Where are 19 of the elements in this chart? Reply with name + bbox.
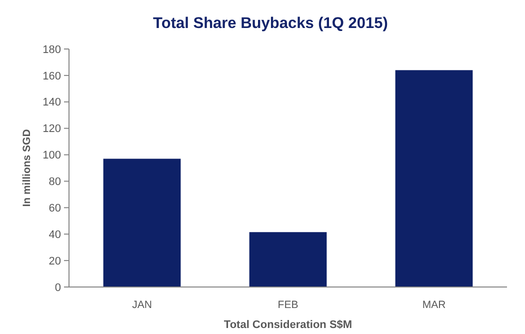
x-tick-label: FEB <box>278 299 298 311</box>
y-tick-label: 180 <box>42 44 61 56</box>
y-tick-label: 100 <box>42 150 61 162</box>
y-axis-title: In millions SGD <box>21 128 33 207</box>
bar <box>249 232 327 287</box>
y-tick-label: 40 <box>48 228 61 241</box>
y-tick-label: 0 <box>54 282 61 294</box>
chart-title: Total Share Buybacks (1Q 2015) <box>153 15 388 32</box>
y-tick-label: 140 <box>42 96 61 109</box>
y-tick-label: 20 <box>48 255 61 268</box>
y-tick-label: 120 <box>42 123 61 136</box>
y-tick-label: 160 <box>42 70 61 82</box>
x-axis-title: Total Consideration S$M <box>224 319 352 331</box>
y-tick-label: 60 <box>48 202 61 215</box>
y-tick-label: 80 <box>48 176 61 188</box>
x-tick-label: MAR <box>422 299 446 311</box>
x-tick-label: JAN <box>132 299 152 311</box>
bar <box>103 158 181 287</box>
bar <box>395 70 473 287</box>
